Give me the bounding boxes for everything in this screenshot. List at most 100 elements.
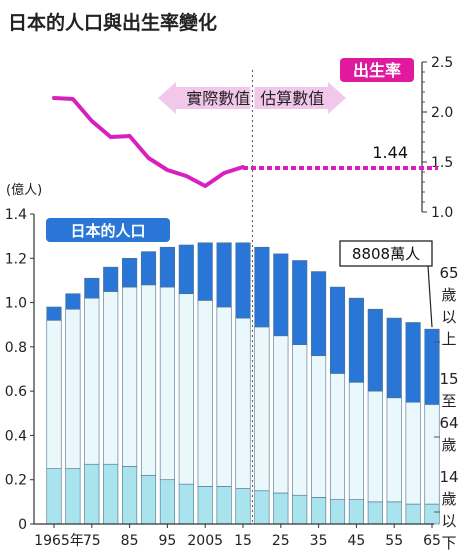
callout-box — [339, 240, 433, 267]
bar-segment — [311, 497, 327, 525]
bar-segment — [386, 501, 402, 525]
bar-segment — [46, 468, 62, 525]
callout-text: 8808萬人 — [352, 245, 420, 263]
bar-segment — [405, 322, 421, 403]
bar-segment — [235, 488, 251, 525]
population-x-tick-label: 55 — [385, 533, 403, 549]
actual-label: 實際數值 — [186, 89, 250, 108]
bar-segment — [197, 242, 213, 301]
bar-segment — [348, 297, 364, 383]
population-y-tick-label: 1.0 — [5, 296, 27, 312]
bar-segment — [405, 401, 421, 505]
bar-segment — [178, 293, 194, 485]
birth-rate-axis: 1.0 1.5 2.0 2.5 — [421, 55, 453, 221]
working-label-char: 64 — [439, 414, 458, 432]
chart-title: 日本的人口與出生率變化 — [8, 12, 218, 34]
birth-rate-actual-line — [52, 96, 245, 188]
bar-segment — [159, 286, 175, 481]
birth-rate-tick-label: 2.5 — [431, 55, 453, 71]
birth-rate-legend-box — [340, 58, 414, 82]
bar-segment — [46, 306, 62, 321]
birth-rate-end-value: 1.44 — [372, 143, 408, 162]
bar-segment — [103, 291, 119, 465]
bar-segment — [65, 293, 81, 310]
bar-segment — [254, 326, 270, 492]
bar-segment — [367, 501, 383, 525]
birth-rate-end-label: 1.44 — [372, 143, 408, 162]
bar-segment — [329, 373, 346, 500]
population-y-tick-label: 1.2 — [5, 251, 27, 267]
bar-segment — [386, 397, 402, 503]
birth-rate-tick-label: 1.0 — [431, 205, 453, 221]
bar-segment — [122, 286, 138, 467]
bar-segment — [84, 463, 100, 525]
bar-segment — [46, 319, 62, 469]
bar-segment — [424, 503, 440, 525]
population-x-tick-label: 15 — [234, 533, 252, 549]
population-y-tick-label: 0.4 — [5, 428, 27, 444]
bar-segment — [122, 466, 138, 525]
population-x-tick-label: 2005 — [187, 533, 223, 549]
child-label-char: 以 — [441, 512, 456, 530]
population-y-axis-label: (億人) — [6, 182, 42, 198]
population-x-tick-label: 1965年 — [34, 533, 84, 549]
bar-segment — [103, 463, 119, 525]
bar-segment — [197, 300, 213, 487]
bar-segment — [367, 308, 383, 392]
bar-segment — [348, 381, 364, 500]
bar-segment — [254, 490, 270, 525]
bar-segment — [65, 468, 81, 525]
bar-segment — [84, 297, 100, 465]
bar-segment — [216, 486, 232, 525]
birth-rate-line — [52, 96, 438, 188]
population-x-tick-label: 95 — [158, 533, 176, 549]
bar-segment — [273, 492, 289, 525]
population-x-tick-label: 75 — [83, 533, 101, 549]
estimate-label: 估算數值 — [260, 89, 324, 108]
bar-segment — [178, 244, 194, 295]
bar-segment — [159, 246, 175, 288]
senior-label-char: 65 — [439, 264, 458, 282]
bar-segment — [140, 284, 157, 476]
population-x-tick-label: 35 — [310, 533, 328, 549]
bar-segment — [84, 277, 100, 299]
estimate-arrow — [254, 82, 346, 114]
population-y-tick-label: 0 — [18, 517, 27, 533]
bar-segment — [159, 479, 175, 525]
population-y-tick-label: 0.2 — [5, 473, 27, 489]
population-x-tick-label: 25 — [272, 533, 290, 549]
bar-segment — [254, 246, 270, 328]
population-x-tick-label: 45 — [347, 533, 365, 549]
population-legend: 日本的人口 — [46, 218, 170, 242]
bar-segment — [122, 257, 138, 288]
population-y-axis: (億人) 0 0.2 0.4 0.6 0.8 1.0 1.2 1.4 — [5, 182, 42, 533]
bar-segment — [424, 328, 440, 405]
senior-label-char: 歲 — [441, 286, 456, 304]
bar-segment — [329, 499, 346, 525]
working-label-char: 15 — [439, 370, 458, 388]
senior-label-char: 以 — [441, 308, 456, 326]
bar-segment — [216, 242, 232, 308]
population-x-axis: 1965年 75 85 95 2005 15 25 35 45 55 65 — [34, 523, 441, 549]
bar-segment — [178, 483, 194, 525]
birth-rate-legend-label: 出生率 — [353, 61, 401, 80]
birth-rate-tick-label: 2.0 — [431, 105, 453, 121]
birth-rate-legend: 出生率 — [340, 58, 414, 82]
bar-segment — [65, 308, 81, 469]
bar-segment — [197, 486, 213, 525]
bar-segment — [405, 503, 421, 525]
bar-segment — [273, 253, 289, 337]
bar-segment — [311, 355, 327, 498]
bar-segment — [292, 260, 308, 345]
population-x-tick-label: 65 — [423, 533, 441, 549]
callout-pointer — [427, 265, 433, 328]
population-callout: 8808萬人 — [339, 240, 433, 328]
senior-label-char: 上 — [441, 330, 456, 348]
working-label-char: 歲 — [441, 436, 456, 454]
bar-segment — [216, 306, 232, 487]
child-label-char: 14 — [439, 468, 458, 486]
population-x-tick-label: 85 — [121, 533, 139, 549]
birth-rate-tick-label: 1.5 — [431, 155, 453, 171]
